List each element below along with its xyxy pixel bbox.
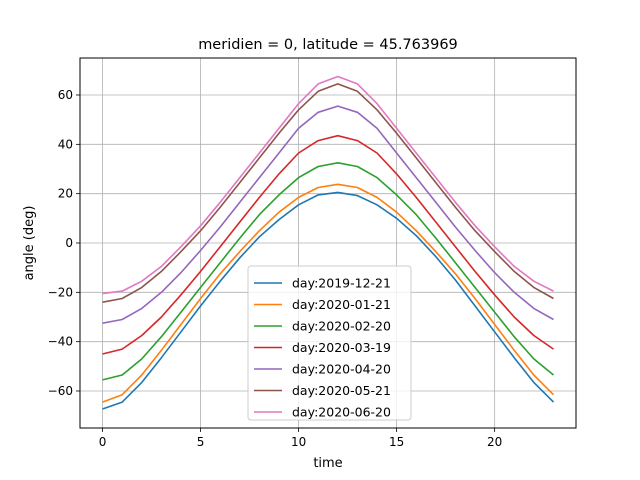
legend-label: day:2020-01-21: [292, 297, 391, 312]
y-tick-label: 40: [58, 137, 73, 151]
series-line: [102, 183, 555, 403]
series-line: [102, 162, 555, 381]
y-tick-label: 0: [65, 236, 73, 250]
legend-label: day:2019-12-21: [292, 276, 391, 291]
y-tick-label: −60: [48, 384, 73, 398]
series-line: [102, 83, 554, 303]
y-axis-ticks: −60 −40 −20 0 20 40 60: [48, 88, 80, 398]
x-tick-label: 20: [487, 435, 502, 449]
legend-label: day:2020-04-20: [292, 362, 391, 377]
legend-label: day:2020-03-19: [292, 340, 391, 355]
y-tick-label: −20: [48, 285, 73, 299]
x-tick-label: 5: [197, 435, 205, 449]
y-axis-label: angle (deg): [22, 206, 37, 281]
series-line: [102, 105, 554, 324]
legend-label: day:2020-02-20: [292, 319, 391, 334]
x-axis-label: time: [313, 456, 342, 471]
x-tick-label: 15: [389, 435, 404, 449]
x-tick-label: 0: [99, 435, 107, 449]
legend-box: [247, 265, 412, 421]
legend: day:2019-12-21 day:2020-01-21 day:2020-02-…: [247, 265, 412, 421]
series-line: [102, 134, 554, 355]
legend-entries: day:2019-12-21 day:2020-01-21 day:2020-02-…: [254, 276, 391, 420]
chart-title: meridien = 0, latitude = 45.763969: [198, 37, 458, 53]
series-line: [102, 191, 555, 410]
y-tick-label: 20: [58, 187, 73, 201]
y-tick-label: 60: [58, 88, 73, 102]
y-tick-label: −40: [48, 335, 73, 349]
series-line: [102, 75, 554, 295]
legend-label: day:2020-06-20: [292, 405, 391, 420]
x-axis-ticks: 0 5 10 15 20: [99, 428, 502, 449]
legend-label: day:2020-05-21: [292, 383, 391, 398]
series-lines: [102, 75, 555, 410]
x-tick-label: 10: [291, 435, 306, 449]
